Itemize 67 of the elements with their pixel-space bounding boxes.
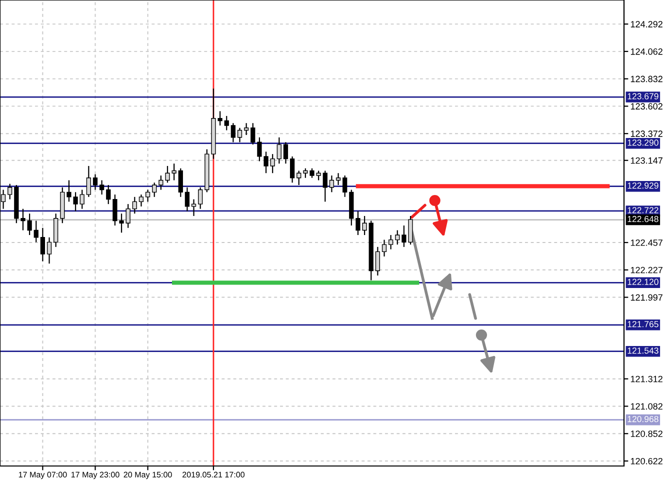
candlestick: [375, 246, 380, 276]
candlestick: [336, 172, 341, 186]
ref-line-label: 123.679: [628, 93, 658, 100]
candlestick: [276, 136, 282, 164]
candlestick: [198, 186, 203, 210]
ref-line-label: 120.968: [628, 416, 658, 422]
candlestick: [40, 227, 46, 262]
x-tick-label: 17 May 23:00: [71, 472, 120, 480]
ref-line-label: 123.290: [628, 140, 658, 146]
candlestick: [46, 236, 52, 264]
ref-line-label: 121.543: [628, 348, 658, 354]
candlestick: [126, 204, 130, 228]
y-tick-label: 122.227: [630, 266, 662, 274]
ref-line-label: 121.765: [628, 321, 658, 328]
candlestick: [316, 170, 321, 181]
y-tick-label: 121.997: [630, 294, 662, 301]
candlestick: [329, 174, 334, 193]
candlestick: [106, 184, 111, 205]
candlestick: [145, 189, 150, 202]
candlestick: [132, 196, 137, 214]
candlestick: [296, 170, 302, 186]
candlestick: [99, 180, 104, 196]
candlestick: [283, 142, 288, 164]
candlestick: [224, 115, 229, 131]
ref-line-label: 122.120: [628, 278, 658, 285]
y-tick-label: 123.147: [630, 157, 662, 164]
candlestick: [250, 122, 256, 146]
y-tick-label: 122.457: [630, 239, 662, 246]
candlestick: [152, 182, 157, 198]
candlestick: [8, 183, 12, 200]
y-tick-label: 120.622: [630, 458, 662, 464]
ref-line-label: 122.648: [628, 216, 658, 222]
candlestick: [244, 122, 249, 136]
candlestick: [230, 122, 236, 143]
y-tick-label: 124.062: [630, 48, 662, 55]
candlestick: [158, 174, 164, 190]
candlestick: [86, 165, 91, 198]
candlestick: [34, 220, 38, 243]
y-tick-label: 124.292: [630, 21, 662, 28]
y-tick-label: 121.312: [630, 376, 662, 382]
candlestick: [382, 239, 387, 258]
y-tick-label: 123.602: [630, 103, 662, 110]
candlestick: [342, 174, 348, 198]
y-tick-label: 123.372: [630, 130, 662, 137]
candlestick: [310, 168, 314, 178]
x-tick-label: 17 May 07:00: [18, 472, 67, 480]
candlestick: [178, 168, 183, 198]
candlestick: [54, 213, 58, 248]
candlestick: [138, 194, 144, 208]
ref-line-label: 122.722: [628, 207, 658, 214]
candlestick: [184, 186, 190, 212]
candlestick: [395, 230, 400, 246]
ref-line-label: 122.929: [628, 182, 658, 189]
y-tick-label: 120.852: [630, 430, 662, 437]
candlestick: [191, 198, 196, 217]
y-tick-label: 123.832: [630, 76, 662, 82]
x-tick-label: 2019.05.21 17:00: [182, 472, 245, 478]
y-tick-label: 121.082: [630, 403, 662, 410]
candlestick: [92, 174, 98, 190]
candlestick: [388, 234, 394, 250]
candlestick: [270, 154, 275, 174]
candlestick: [303, 168, 308, 178]
x-tick-label: 20 May 15:00: [124, 472, 172, 480]
candlestick: [322, 170, 328, 202]
candlestick: [80, 189, 84, 210]
candlestick: [237, 127, 242, 143]
candlestick: [290, 156, 295, 184]
